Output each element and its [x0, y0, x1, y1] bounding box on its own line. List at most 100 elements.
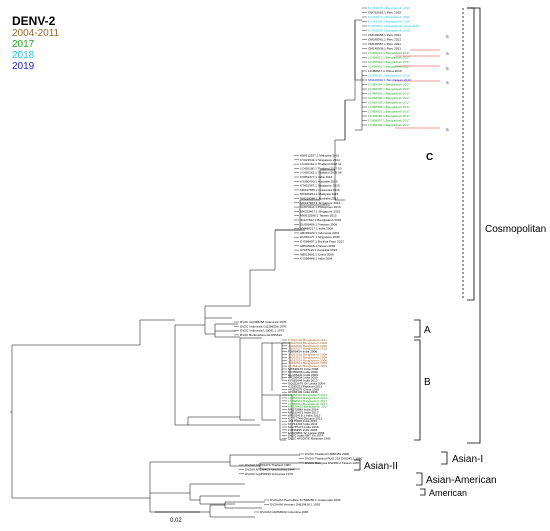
scale-bar-label: 0.02 — [170, 518, 182, 524]
leaf-label: MK570888 India 2014 — [288, 408, 319, 412]
leaf-label: DV2AM GQ868002 Colombia 1986 — [260, 510, 309, 514]
leaf-label: LC458911 Bangladesh 2017 — [288, 402, 327, 406]
leaf-label: AY037116.1 Australia 1993 — [300, 248, 337, 252]
leaf-label: JF327392.1 Bangladesh 2002 — [300, 218, 342, 222]
leaf-label: DV2AII AF038403 NewGuinea 1944 — [245, 467, 295, 471]
leaf-label: KC713744 Ethiopia 2012 — [288, 416, 323, 420]
leaf-label: DV2AAM PuertoRico KY568286.1 Guatemala 2… — [270, 498, 341, 502]
s-marker-4: S — [446, 80, 449, 85]
leaf-label: AB519681.1 China 2000 — [300, 252, 334, 256]
legend-item-2018: 2018 — [12, 50, 35, 61]
leaf-label: LC458901.1 Bangladesh 2017 — [368, 110, 410, 114]
leaf-label: KP296434 India 2010 — [288, 376, 318, 380]
legend-item-2019: 2019 — [12, 61, 35, 72]
leaf-label: DV2C BurkinaFaso EU056810 — [240, 333, 282, 337]
leaf-label: MK947963.1 Singapore 2016 — [300, 201, 341, 205]
leaf-label: HM488217.1 India 2009 — [300, 227, 333, 231]
leaf-label: LC458917.1 Bangladesh 2017 — [368, 56, 410, 60]
leaf-label: LC458900.1 Bangladesh 2017 — [368, 87, 410, 91]
leaf-label: DV2AI Thailand FJ886452 2008 — [305, 452, 349, 456]
leaf-label: OM145961.1 Peru 2021 — [368, 38, 401, 42]
leaf-label: KF744404 India 2011 — [288, 422, 318, 426]
leaf-label: KY451869.1 Bangladesh 2018 — [368, 20, 410, 24]
leaf-label: EU081177.1 Singapore 2005 — [300, 235, 340, 239]
leaf-label: KJ189221 Pakistan 2013 — [288, 384, 323, 388]
leaf-label: DV2C Indonesia GQ398256 1976 — [240, 324, 287, 328]
leaf-label: AF359579 China 1999 — [288, 387, 319, 391]
leaf-label: KY451868.1 Bangladesh 2018 — [368, 29, 410, 33]
s-marker-3: S — [446, 66, 449, 71]
scale-bar: 0.02 — [155, 511, 200, 524]
clade-labels: C A B Cosmopolitan Asian-I Asian-II Asia… — [364, 34, 546, 498]
leaf-label: LC458905.1 Bangladesh 2017 — [368, 114, 410, 118]
leaf-label: JX475906 India 2010 — [288, 419, 318, 423]
leaf-label: KY586488.1 India 2004 — [300, 257, 333, 261]
s-marker-2: S — [446, 51, 449, 56]
leaf-label: DV2C Indonesia L10041.1 1975 — [240, 329, 284, 333]
leaf-label: GQ252676 Sri Lanka 2004 — [288, 382, 325, 386]
leaf-label: LC458917.1 China 2019 — [368, 69, 402, 73]
leaf-label: LC458912 Bangladesh 2017 — [288, 393, 328, 397]
leaf-label: JN032517 Bangladesh 2010 — [288, 347, 327, 351]
leaf-label: KT431967.1 Singapore 2015 — [300, 184, 340, 188]
leaf-label: KY021541.1 Singapore 2014 — [300, 158, 340, 162]
leaf-label: JN032516 Bangladesh 2009 — [288, 344, 327, 348]
leaf-label: DV2AAM Vietnam JN819418.1 1992 — [270, 502, 320, 506]
leaf-label: KT810192 Bangladesh 2011 — [288, 338, 327, 342]
s-marker-1: S — [446, 34, 449, 39]
leaf-label: LC410160.1 Thailand 2017 03 — [300, 166, 342, 170]
clade-brackets — [354, 7, 481, 496]
leaf-label: FJ898454 India 2006 — [288, 350, 317, 354]
leaf-label: JN032515 Bangladesh 2008 — [288, 341, 327, 345]
leaf-label: MG787473 India 2018 — [288, 425, 319, 429]
leaf-label: LC410162.1 Thailand 2018 08 — [300, 171, 342, 175]
leaf-label: MN429891.1 Bangladesh 2019 — [368, 78, 411, 82]
leaf-label: KY451874.1 Bangladesh 2018 — [368, 15, 410, 19]
leaf-label: DV2AI Malaysia MW490.2 Taiwan 1987 — [305, 461, 360, 465]
leaf-label: LC458902.1 Bangladesh 2017 — [368, 92, 410, 96]
leaf-label: LC458921.1 Bangladesh 2017 — [368, 51, 410, 55]
leaf-label: KY586457.1 Burkina Faso 2012 — [300, 240, 344, 244]
leaf-label: LC458903.1 Bangladesh 2017 — [368, 101, 410, 105]
leaf-label: JN032513 Bangladesh 2006 — [288, 361, 327, 365]
leaf-label: MW512596.1 Taiwan 2015 — [300, 214, 337, 218]
leaf-label: DV2C AF2097E Malaysia 1992 — [288, 437, 331, 441]
leaf-label: MK528431 Bangladesh 2017 — [288, 405, 328, 409]
leaf-label: MK033407.1 Singapore 2015 — [300, 209, 341, 213]
leaf-label: DV2AII GQ398256 Indonesia 1976 — [245, 472, 293, 476]
leaf-label: KX380799.1 Australia 2015 — [300, 179, 338, 183]
leaf-label: OM145957.1 Peru 2021 — [368, 42, 401, 46]
leaf-label: KU670411.1 Philippines 2015 — [300, 205, 341, 209]
leaf-label: JN032519 Bangladesh 2008 — [288, 353, 327, 357]
leaf-label: LC458908.1 Bangladesh 2017 — [368, 96, 410, 100]
american-label: American — [429, 488, 467, 498]
leaf-label: KF955444 India 2012 — [288, 379, 318, 383]
leaf-label: FJ898455 India 2008 — [288, 428, 317, 432]
asian-i-label: Asian-I — [452, 454, 483, 465]
leaf-label: MK047655.1 Indonesia 2016 — [300, 188, 340, 192]
cosmopolitan-label: Cosmopolitan — [485, 224, 546, 235]
leaf-label: DV2C GQ398258 Indonesia 1976 — [240, 320, 287, 324]
leaf-label: DV2AII NC001474 Thailand 1987 — [245, 463, 291, 467]
leaf-label: KY451851.1 Bangladesh China 2018 — [368, 24, 419, 28]
leaf-label: LC458916.1 Bangladesh 2018 — [368, 74, 410, 78]
leaf-label: MK506264.1 Malaysia 2015 — [300, 192, 339, 196]
leaf-label: DV2C India NBT Sri 1974 — [288, 434, 323, 438]
leaf-label: LC464124 Bangladesh 2009 — [288, 364, 328, 368]
leaf-label: KP331418.1 India 2013 — [288, 413, 321, 417]
leaf-label: MW512557.1 Malaysia 2016 — [300, 154, 339, 158]
bracket-a — [414, 319, 421, 338]
bracket-asian-american — [416, 472, 423, 486]
leaf-label: AB543668.1 Taiwan 2002 — [300, 244, 335, 248]
legend-item-2004-2011: 2004-2011 — [12, 28, 60, 39]
leaf-label: MK568133 India 2008 — [288, 367, 319, 371]
leaf-label: AB189129.1 Indonesia 2004 — [300, 231, 339, 235]
leaf-label: KX380806 India 2009 — [288, 370, 318, 374]
leaf-label: LC410161.1 Thailand 2018 11 — [300, 162, 342, 166]
bracket-asian-ii — [354, 459, 361, 471]
bracket-cosmopolitan — [467, 7, 481, 444]
leaf-label: OM145938.1 Peru 2021 — [368, 47, 401, 51]
leaf-label: OM145958.1 Peru 2021 — [368, 33, 401, 37]
clade-label-b: B — [424, 377, 431, 388]
leaf-label: JN032512 Bangladesh 2006 — [288, 355, 327, 359]
